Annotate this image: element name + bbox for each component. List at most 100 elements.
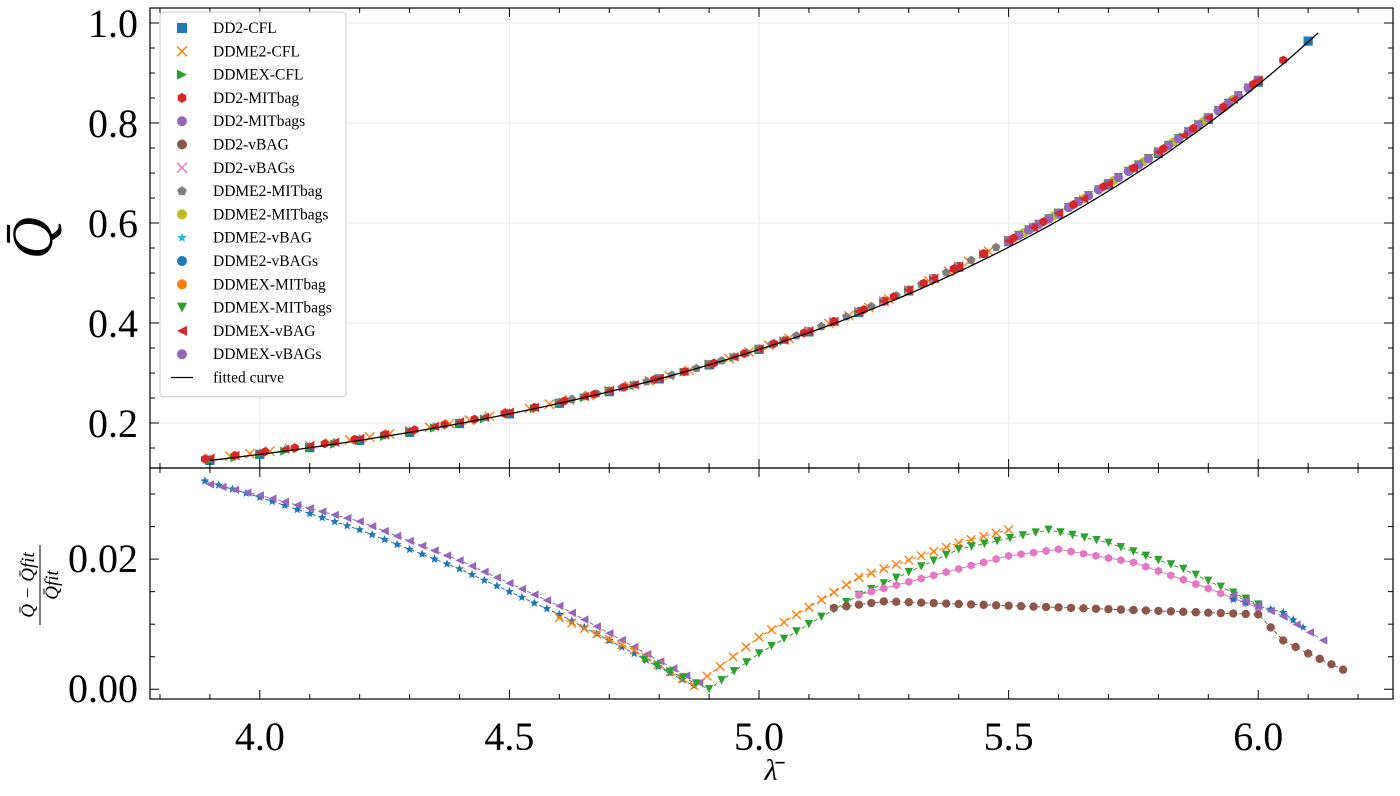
residual-point (1004, 601, 1013, 610)
residual-point (955, 564, 963, 574)
residual-point (1080, 533, 1089, 542)
residual-point (280, 497, 289, 506)
legend-entry: DDMEX-MITbag (177, 276, 326, 293)
legend-entry: DD2-CFL (177, 20, 277, 37)
residual-point (467, 561, 477, 571)
residual-point (702, 671, 712, 681)
residual-point (243, 488, 252, 497)
residual-point (1092, 551, 1100, 560)
residual-point (555, 601, 564, 611)
residual-point (1166, 560, 1176, 569)
residual-point (993, 536, 1002, 546)
residual-point (980, 558, 988, 567)
point-DDME2-CFL (244, 448, 255, 459)
residual-point (841, 580, 852, 590)
residual-point (629, 645, 639, 655)
legend-marker (177, 209, 187, 220)
point-DDMEX-vBAG (1053, 208, 1064, 218)
residual-point (1167, 571, 1175, 580)
residual-point (1029, 548, 1038, 557)
residual-point (1204, 584, 1212, 593)
residual-point (430, 554, 439, 563)
residual-point (455, 564, 464, 573)
residual-point (1291, 642, 1300, 652)
point-DD2-MITbag (1039, 217, 1048, 227)
residual-point (1191, 608, 1201, 617)
residual-point (230, 485, 240, 494)
residual-point (1305, 628, 1314, 637)
residual-point (567, 618, 577, 628)
residual-point (1003, 525, 1014, 535)
point-DDMEX-vBAGs (1173, 134, 1183, 144)
residual-point (892, 597, 901, 607)
residual-point (980, 539, 989, 548)
legend-label: DD2-CFL (213, 20, 277, 37)
residual-point (867, 587, 875, 596)
residual-line (559, 529, 1009, 687)
residual-point (653, 661, 662, 670)
y-tick-label: 0.2 (88, 401, 138, 446)
residual-line (204, 480, 695, 687)
residual-point (305, 508, 315, 518)
residual-point (517, 584, 527, 594)
main-grid (150, 8, 1393, 468)
legend-entry: fitted curve (171, 370, 284, 387)
point-DDMEX-vBAGs (1113, 172, 1124, 183)
residual-point (979, 600, 988, 610)
residual-point (505, 579, 514, 588)
residual-point (779, 634, 789, 643)
residual-point (305, 504, 314, 513)
residual-point (779, 617, 789, 627)
point-DDMEX-vBAG (604, 386, 614, 396)
residual-point (879, 579, 888, 588)
point-DDMEX-vBAG (1128, 163, 1138, 173)
residual-point (1031, 528, 1040, 537)
residual-point (640, 655, 649, 665)
point-DDMEX-vBAG (754, 344, 764, 354)
residual-point (867, 598, 876, 608)
residual-point (1129, 547, 1138, 556)
main-panel: 0.2 0.4 0.6 0.8 1.0 Q̄ (0, 1, 1394, 469)
point-DD2-MITbag (200, 454, 209, 464)
residual-point (879, 564, 889, 574)
legend-entry: DDME2-CFL (176, 43, 300, 60)
legend-label: DDME2-MITbag (213, 183, 323, 200)
residual-point (717, 676, 726, 685)
point-DD2-MITbag (620, 382, 629, 392)
legend-label: fitted curve (213, 370, 284, 387)
legend-label: DD2-MITbags (213, 113, 305, 130)
residual-point (967, 561, 975, 570)
residual-point (1292, 620, 1301, 629)
point-DDMEX-vBAG (1203, 113, 1213, 123)
residual-point (417, 541, 427, 550)
residual-point (517, 592, 527, 601)
residual-axes-frame (149, 467, 1394, 700)
residual-point (1192, 579, 1200, 589)
residual-point (205, 480, 215, 489)
residual-point (417, 549, 427, 558)
residual-point (643, 649, 652, 659)
residual-y-axis-label: Q̄ − Q̄fit Q̄fit (18, 545, 63, 625)
point-DDMEX-vBAG (355, 433, 365, 444)
legend-label: DDMEX-MITbags (213, 300, 332, 317)
point-DDMEX-vBAG (804, 326, 814, 336)
residual-point (942, 599, 951, 608)
residual-point (816, 595, 827, 605)
residual-point (1154, 606, 1163, 616)
residual-point (604, 634, 614, 645)
residual-point (978, 531, 989, 542)
residual-point (617, 640, 627, 650)
residual-point (954, 599, 963, 609)
residual-point (1166, 607, 1176, 616)
residual-point (1241, 596, 1250, 605)
point-DDMEX-vBAG (1029, 222, 1039, 232)
point-DD2-MITbag (1069, 200, 1078, 210)
residual-point (505, 587, 514, 596)
legend-label: DDMEX-MITbag (213, 276, 326, 293)
residual-point (892, 580, 900, 590)
y-tick-label: 0.6 (88, 201, 138, 246)
residual-point (480, 575, 489, 584)
residual-point (941, 542, 951, 552)
legend-label: DDME2-MITbags (213, 206, 328, 223)
residual-point (405, 544, 414, 554)
